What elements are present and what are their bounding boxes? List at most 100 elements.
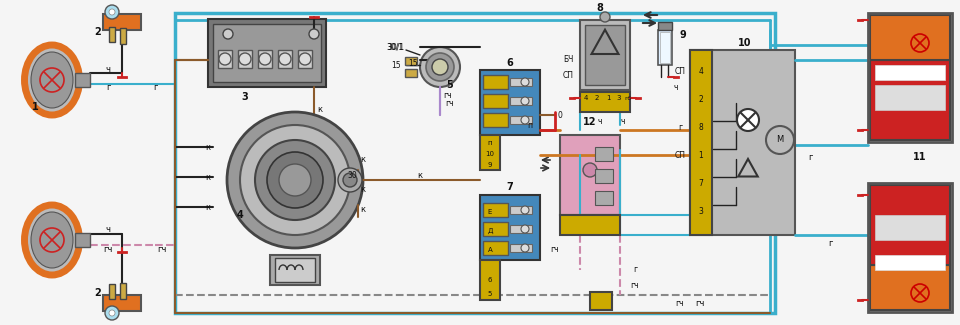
Text: 1: 1 [32,102,38,112]
Text: СП: СП [563,71,573,80]
Bar [595,191,613,205]
Bar [870,265,950,310]
Bar [580,92,630,112]
Circle shape [267,152,323,208]
Bar [483,241,508,255]
Circle shape [109,310,115,316]
Bar [103,14,141,30]
Text: 30/1: 30/1 [387,43,403,51]
Bar [595,147,613,161]
Bar [218,50,232,68]
Bar [510,225,532,233]
Text: гч: гч [676,298,684,307]
Text: 3: 3 [616,95,621,101]
Circle shape [299,53,311,65]
Text: 8: 8 [699,124,704,133]
Bar [405,69,417,77]
Bar [875,65,945,80]
Text: 6: 6 [507,58,514,68]
Text: г: г [828,239,832,248]
Bar [595,169,613,183]
Bar [103,295,141,311]
Text: к: к [418,171,422,179]
Text: гб: гб [624,96,632,100]
Bar [270,255,320,285]
Bar [690,50,712,235]
Text: г: г [633,266,637,275]
Bar [510,206,532,214]
Text: 1: 1 [699,151,704,161]
Bar [510,97,532,105]
Text: 8: 8 [596,3,604,13]
Bar [870,185,950,265]
Circle shape [227,112,363,248]
Bar [875,215,945,240]
Circle shape [239,53,251,65]
Circle shape [521,78,529,86]
Bar [870,60,950,140]
Text: БЧ: БЧ [563,56,573,64]
Bar [258,50,272,68]
Bar [585,25,625,85]
Text: п: п [527,122,533,131]
Bar [480,195,540,260]
Text: 30/1: 30/1 [388,43,404,51]
Ellipse shape [31,52,73,108]
Text: 11: 11 [913,152,926,162]
Bar [510,244,532,252]
Bar [120,28,126,44]
Bar [560,215,620,235]
Text: А: А [488,247,492,253]
Bar [405,57,417,65]
Text: 7: 7 [699,179,704,188]
Text: 6: 6 [488,277,492,283]
Circle shape [219,53,231,65]
Text: СП: СП [675,68,685,76]
Text: г: г [153,84,157,93]
Circle shape [240,125,350,235]
Text: 2: 2 [95,288,102,298]
Circle shape [279,53,291,65]
Text: 10: 10 [738,38,752,48]
Bar [658,30,672,65]
Bar [75,233,90,247]
Text: 5: 5 [488,291,492,297]
Bar [238,50,252,68]
Ellipse shape [25,45,80,115]
Text: 3: 3 [699,207,704,216]
Bar [480,260,500,300]
Text: 2: 2 [95,27,102,37]
Text: Д: Д [488,228,492,234]
Bar [870,15,950,60]
Text: г: г [678,124,682,133]
Text: к: к [205,142,210,151]
Text: гч: гч [104,244,112,254]
Text: п: п [488,140,492,146]
Bar [120,283,126,299]
Text: Е: Е [488,209,492,215]
Bar [483,94,508,108]
Circle shape [338,168,362,192]
Text: 15: 15 [391,60,401,70]
Bar [109,284,115,299]
Text: 9: 9 [680,30,686,40]
Text: 4: 4 [236,210,244,220]
Circle shape [426,53,454,81]
Text: ч: ч [598,118,602,126]
Circle shape [521,116,529,124]
Bar [208,19,326,87]
Bar [690,50,795,235]
Text: ч: ч [674,83,679,92]
Bar [480,135,500,170]
Bar [175,13,775,313]
Text: гч: гч [631,280,639,290]
Text: 15: 15 [408,59,418,69]
Bar [483,222,508,236]
Bar [560,135,620,215]
Ellipse shape [31,212,73,268]
Bar [870,185,950,310]
Text: гч: гч [551,245,560,254]
Text: СП: СП [675,150,685,160]
Text: 0: 0 [558,111,563,120]
Text: к: к [360,155,366,164]
